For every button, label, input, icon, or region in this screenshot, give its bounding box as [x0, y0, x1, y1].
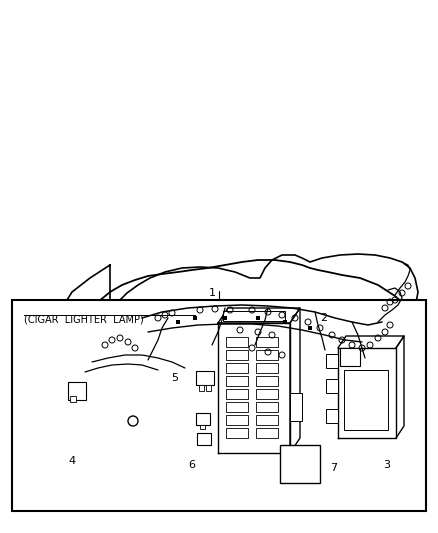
- Bar: [223, 311, 285, 321]
- Text: (CIGAR  LIGHTER  LAMP): (CIGAR LIGHTER LAMP): [24, 315, 144, 325]
- Bar: [326, 409, 338, 423]
- Text: 2: 2: [320, 313, 327, 323]
- Bar: [256, 363, 278, 373]
- Bar: [206, 385, 211, 391]
- Bar: [12, 300, 426, 511]
- Text: 4: 4: [68, 456, 76, 466]
- Bar: [199, 385, 204, 391]
- Text: 3: 3: [384, 460, 391, 470]
- Bar: [280, 445, 320, 483]
- Bar: [256, 350, 278, 360]
- Bar: [196, 413, 210, 425]
- Bar: [283, 320, 287, 324]
- Polygon shape: [52, 340, 120, 420]
- Bar: [226, 428, 248, 438]
- Bar: [226, 415, 248, 425]
- Polygon shape: [368, 370, 422, 422]
- Bar: [193, 316, 197, 320]
- Bar: [197, 433, 211, 445]
- Polygon shape: [342, 355, 415, 416]
- Bar: [226, 363, 248, 373]
- Bar: [256, 402, 278, 412]
- Bar: [226, 376, 248, 386]
- Bar: [226, 350, 248, 360]
- Bar: [226, 389, 248, 399]
- Bar: [70, 396, 76, 402]
- Bar: [256, 389, 278, 399]
- Text: 6: 6: [188, 460, 195, 470]
- Bar: [256, 376, 278, 386]
- Bar: [256, 337, 278, 347]
- Bar: [290, 393, 302, 421]
- Text: 1: 1: [208, 288, 215, 298]
- Bar: [196, 371, 214, 385]
- Ellipse shape: [204, 301, 312, 379]
- Bar: [226, 402, 248, 412]
- Bar: [200, 425, 205, 429]
- Text: 7: 7: [330, 463, 337, 473]
- Bar: [176, 320, 180, 324]
- Bar: [326, 379, 338, 393]
- Bar: [256, 316, 260, 320]
- Bar: [223, 316, 227, 320]
- Bar: [340, 348, 360, 366]
- Bar: [68, 382, 86, 400]
- Bar: [256, 428, 278, 438]
- Bar: [226, 337, 248, 347]
- Text: 5: 5: [172, 373, 179, 383]
- Polygon shape: [80, 260, 425, 406]
- Bar: [326, 354, 338, 368]
- Bar: [308, 326, 312, 330]
- Bar: [256, 415, 278, 425]
- Bar: [344, 370, 388, 430]
- Ellipse shape: [93, 332, 203, 418]
